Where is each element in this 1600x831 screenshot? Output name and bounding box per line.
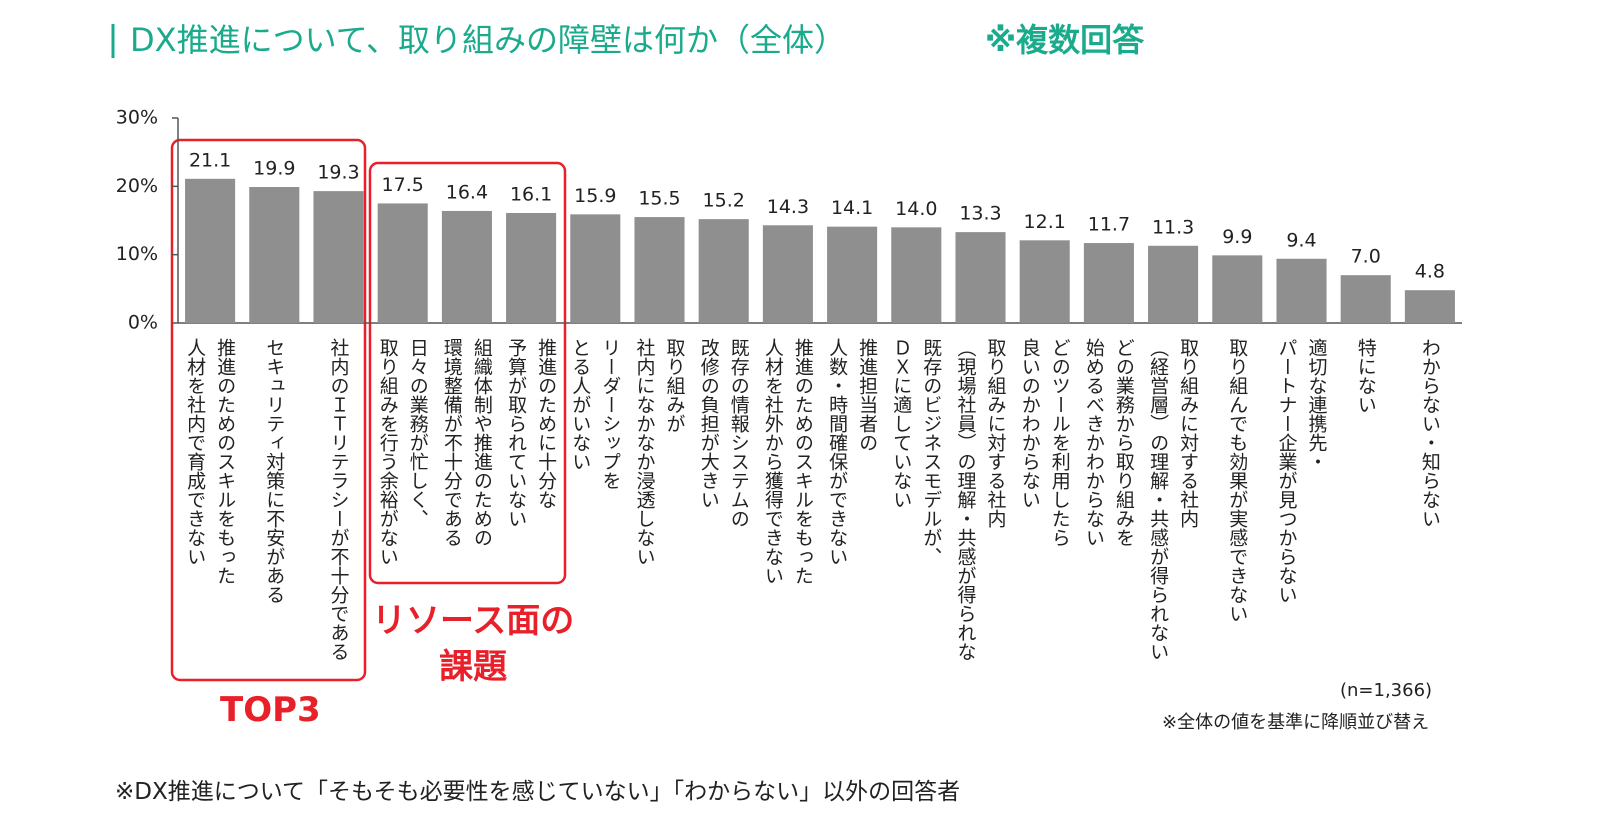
bar xyxy=(827,226,878,323)
value-label: 12.1 xyxy=(1024,211,1066,233)
x-tick-label: 日々の業務が忙しく、 取り組みを行う余裕がない xyxy=(376,338,429,566)
bar xyxy=(570,214,621,323)
value-label: 11.7 xyxy=(1088,214,1130,236)
value-label: 14.3 xyxy=(767,196,809,218)
bar xyxy=(377,203,428,323)
top3-box xyxy=(170,138,367,682)
bar xyxy=(506,212,557,323)
bar xyxy=(249,187,300,323)
resource-box xyxy=(368,161,567,585)
value-label: 21.1 xyxy=(189,149,231,171)
chart-subtitle: ※複数回答 xyxy=(985,21,1145,59)
bar xyxy=(1019,240,1070,323)
value-label: 11.3 xyxy=(1152,216,1194,238)
bar xyxy=(1404,290,1455,323)
annotation: TOP3 xyxy=(220,690,321,730)
value-label: 16.1 xyxy=(510,183,552,205)
x-tick-label: 組織体制や推進のための 環境整備が不十分である xyxy=(440,338,493,547)
bar xyxy=(441,210,492,323)
value-label: 15.9 xyxy=(574,185,616,207)
bar xyxy=(313,191,364,323)
x-tick-label: 既存のビジネスモデルが、 ＤＸに適していない xyxy=(890,338,943,566)
x-tick-label: 社内のＩＴリテラシーが不十分である xyxy=(327,338,350,661)
bar xyxy=(1148,245,1199,323)
x-tick-label: セキュリティ対策に不安がある xyxy=(263,338,286,604)
value-label: 9.4 xyxy=(1286,229,1316,251)
bar xyxy=(185,178,236,323)
x-tick-label: わからない・知らない xyxy=(1418,338,1441,528)
bar xyxy=(1083,243,1134,323)
x-tick-label: 推進のためのスキルをもった 人材を社内で育成できない xyxy=(184,338,237,585)
x-tick-label: 特にない xyxy=(1354,338,1377,414)
value-label: 14.1 xyxy=(831,197,873,219)
annotation: (n=1,366) xyxy=(1340,680,1433,701)
x-tick-label: 推進担当者の 人数・時間確保ができない xyxy=(826,338,879,566)
value-label: 14.0 xyxy=(895,198,937,220)
bar xyxy=(762,225,813,323)
bar xyxy=(634,217,685,323)
value-label: 13.3 xyxy=(959,203,1001,225)
x-tick-label: 取り組んでも効果が実感できない xyxy=(1226,338,1249,623)
bar xyxy=(1276,258,1327,323)
value-label: 17.5 xyxy=(382,174,424,196)
bar xyxy=(1212,255,1263,323)
value-label: 7.0 xyxy=(1351,246,1381,268)
value-label: 16.4 xyxy=(446,181,488,203)
x-tick-label: 既存の情報システムの 改修の負担が大きい xyxy=(697,338,750,528)
x-tick-label: 推進のためのスキルをもった 人材を社外から獲得できない xyxy=(761,338,814,585)
bar xyxy=(891,227,942,323)
y-tick-label: 30% xyxy=(116,107,158,129)
value-label: 15.2 xyxy=(703,190,745,212)
value-label: 9.9 xyxy=(1222,226,1252,248)
value-label: 4.8 xyxy=(1415,261,1445,283)
x-tick-label: 取り組みに対する社内 （経営層）の理解・共感が得られない xyxy=(1147,338,1200,661)
x-tick-label: 取り組みに対する社内 （現場社員）の理解・共感が得られな xyxy=(954,338,1007,661)
bar xyxy=(698,219,749,323)
y-tick-label: 20% xyxy=(116,175,158,197)
bar xyxy=(1340,275,1391,323)
y-tick-label: 0% xyxy=(128,312,158,334)
footnote: ※DX推進について「そもそも必要性を感じていない」「わからない」以外の回答者 xyxy=(115,779,961,805)
annotation: リソース面の 課題 xyxy=(372,601,575,687)
x-tick-label: 取り組みが 社内になかなか浸透しない xyxy=(633,338,686,566)
chart-title: DX推進について、取り組みの障壁は何か（全体） xyxy=(130,21,846,59)
x-tick-label: どのツールを利用したら 良いのかわからない xyxy=(1018,338,1071,547)
annotation: ※全体の値を基準に降順並び替え xyxy=(1162,712,1430,733)
value-label: 15.5 xyxy=(638,188,680,210)
x-tick-label: 推進のために十分な 予算が取られていない xyxy=(505,338,558,528)
x-tick-label: リーダーシップを とる人がいない xyxy=(569,338,622,490)
value-label: 19.9 xyxy=(253,158,295,180)
x-tick-label: 適切な連携先・ パートナー企業が見つからない xyxy=(1275,338,1328,604)
x-tick-label: どの業務から取り組みを 始めるべきかわからない xyxy=(1082,338,1135,547)
bar xyxy=(955,232,1006,323)
value-label: 19.3 xyxy=(317,162,359,184)
y-tick-label: 10% xyxy=(116,243,158,265)
